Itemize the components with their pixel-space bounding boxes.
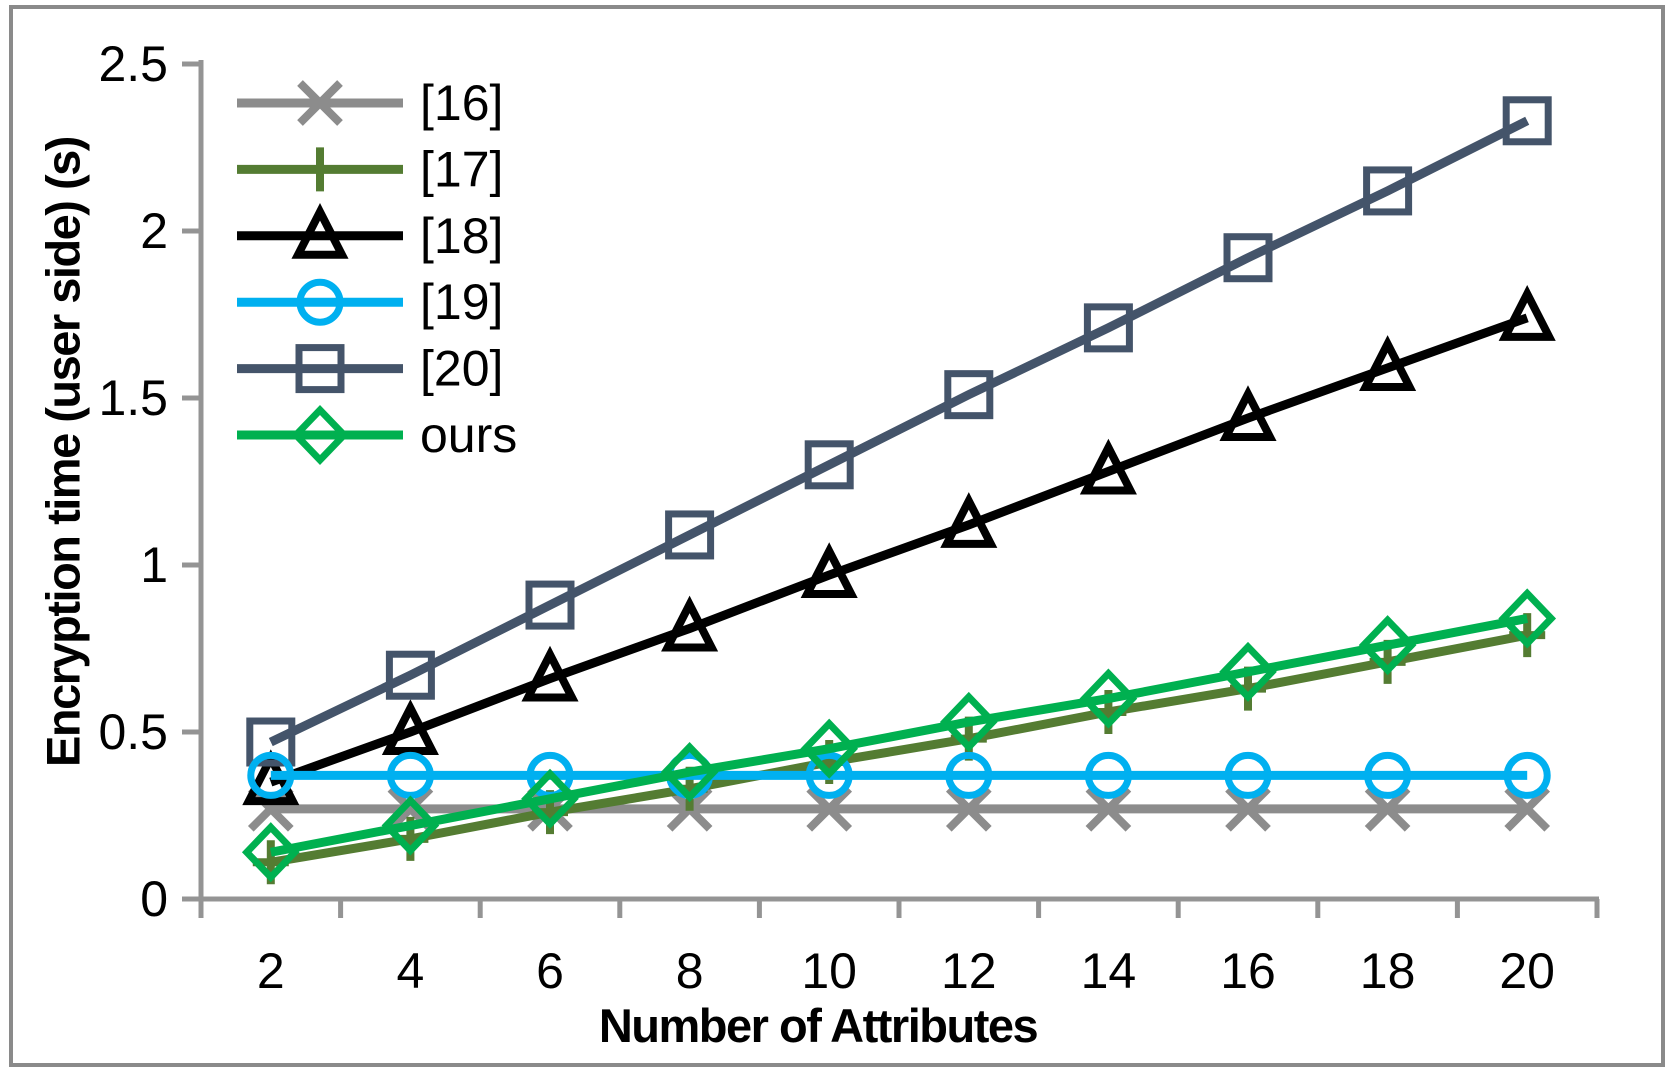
legend-label: [16] [420,75,503,131]
legend-label: [19] [420,274,503,330]
y-axis-tick-label: 2 [140,203,168,259]
diamond-marker [939,691,998,753]
legend-item-ours: ours [237,404,517,466]
series-line [269,313,1529,787]
x-axis-tick-label: 12 [941,943,997,999]
diamond-marker [1219,641,1277,702]
series-ours-group [241,588,1557,883]
square-marker [1502,96,1552,146]
square-marker [804,440,854,490]
x-axis-tick-label: 6 [536,943,564,999]
triangle-marker [940,492,998,548]
x-marker [806,785,853,832]
circle-marker [1224,751,1272,799]
x-marker [1085,785,1132,832]
x-marker [1225,785,1271,832]
legend: [16] [17] [18] [19] [20] ours [237,75,517,466]
diamond-marker [660,742,719,803]
y-axis-tick-label: 0.5 [98,704,168,760]
square-marker [525,580,575,630]
series-19-group [247,751,1551,799]
x-axis-tick-label: 10 [801,943,857,999]
circle-marker [805,751,853,799]
diamond-marker [1498,588,1557,649]
x-axis-tick-label: 8 [676,943,704,999]
series-line [270,630,1529,867]
triangle-marker [661,595,719,652]
series-line [269,614,1529,857]
triangle-marker [1219,385,1277,442]
legend-label: [20] [420,341,503,397]
circle-marker [1084,751,1132,799]
square-marker [1223,233,1273,283]
legend-label: ours [420,407,517,463]
diamond-marker [241,822,300,883]
legend-item-17: [17] [237,141,503,197]
x-marker [247,785,294,832]
triangle-marker [800,542,858,599]
circle-marker [945,751,993,799]
y-axis-tick-label: 1.5 [98,370,168,426]
triangle-marker [521,645,579,702]
legend-label: [17] [420,141,503,197]
square-marker [295,344,345,394]
triangle-marker [1498,285,1556,341]
legend-item-18: [18] [237,203,503,264]
diamond-marker [291,404,349,466]
circle-marker [386,751,434,799]
legend-item-19: [19] [237,274,503,330]
figure-border [9,5,1665,1067]
square-marker [665,510,715,560]
diamond-marker [381,795,440,856]
y-axis-tick-label: 2.5 [98,36,168,92]
series-18-group [242,285,1556,806]
square-marker [1083,303,1133,353]
x-axis-tick-label: 18 [1360,943,1416,999]
square-marker [944,370,994,420]
x-marker [1504,785,1551,832]
circle-marker [296,278,344,326]
x-axis-tick-label: 14 [1081,943,1137,999]
x-marker [297,80,343,126]
circle-marker [1364,751,1412,799]
x-axis-tick-label: 16 [1220,943,1276,999]
diamond-marker [800,718,859,779]
series-20-group [246,96,1552,767]
legend-item-20: [20] [237,341,503,397]
square-marker [1363,166,1413,216]
plus-marker [302,147,338,192]
triangle-marker [1359,335,1417,391]
legend-label: [18] [420,208,503,264]
triangle-marker [1079,438,1137,495]
diamond-marker [521,768,579,829]
legend-item-16: [16] [237,75,503,131]
diamond-marker [1079,668,1138,729]
x-axis-tick-label: 20 [1499,943,1555,999]
diamond-marker [1358,615,1417,676]
series-line [268,116,1530,747]
x-axis-tick-label: 4 [396,943,424,999]
triangle-marker [291,203,349,259]
square-marker [385,650,435,700]
x-axis-title: Number of Attributes [598,999,1039,1052]
x-axis-tick-label: 2 [257,943,285,999]
x-marker [1364,785,1411,832]
circle-marker [247,751,295,799]
circle-marker [1503,751,1551,799]
y-axis-tick-label: 0 [140,871,168,927]
x-marker [945,785,992,832]
triangle-marker [381,699,439,755]
y-axis-tick-label: 1 [140,537,168,593]
square-marker [246,717,296,767]
y-axis-title: Encryption time (user side) (s) [36,137,90,767]
